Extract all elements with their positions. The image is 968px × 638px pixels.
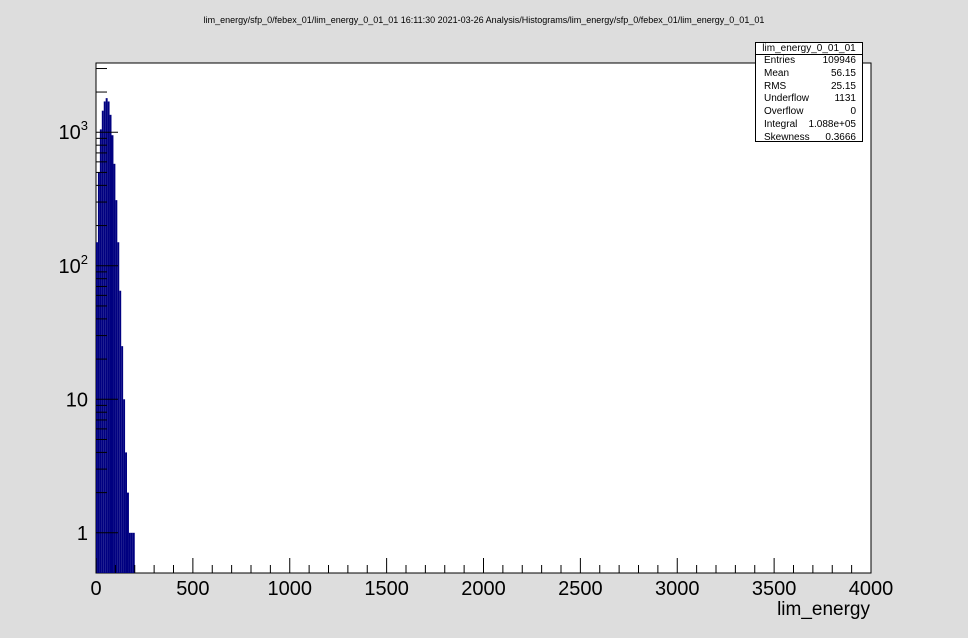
stats-label: Skewness <box>764 131 810 143</box>
stats-row-rms: RMS 25.15 <box>756 81 862 94</box>
histogram-bar <box>125 452 127 573</box>
x-tick-label: 500 <box>176 578 209 600</box>
stats-value: 0 <box>850 106 856 118</box>
y-tick-label: 10 <box>66 389 88 411</box>
histogram-bar <box>132 532 135 573</box>
stats-value: 1.088e+05 <box>808 118 856 130</box>
histogram-bar <box>99 129 102 573</box>
stats-label: Underflow <box>764 93 810 105</box>
stats-value: 56.15 <box>830 67 856 79</box>
x-tick-label: 1000 <box>268 578 313 600</box>
histogram-bar <box>119 290 122 573</box>
histogram-bar <box>117 242 120 573</box>
x-tick-label: 3500 <box>752 578 797 600</box>
stats-value: 25.15 <box>830 80 856 92</box>
stats-row-entries: Entries 109946 <box>756 55 862 68</box>
stats-value: 109946 <box>822 55 856 66</box>
x-tick-label: 2000 <box>461 578 506 600</box>
histogram-bar <box>121 346 124 573</box>
stats-row-underflow: Underflow 1131 <box>756 93 862 106</box>
histogram-bar <box>113 163 116 573</box>
stats-label: Integral <box>764 118 798 130</box>
y-tick-exponent: 2 <box>81 252 88 267</box>
histogram-bar <box>123 399 126 573</box>
stats-row-skewness: Skewness 0.3666 <box>756 132 862 145</box>
y-tick-label: 103 <box>59 118 88 144</box>
plot-frame <box>95 62 872 574</box>
stats-label: Overflow <box>764 106 804 118</box>
x-tick-label: 3000 <box>655 578 700 600</box>
stats-label: Mean <box>764 67 790 79</box>
histogram-bar <box>115 200 118 573</box>
canvas-title: lim_energy/sfp_0/febex_01/lim_energy_0_0… <box>203 15 765 25</box>
stats-label: RMS <box>764 80 787 92</box>
histogram-bar <box>101 110 104 573</box>
x-tick-label: 1500 <box>364 578 409 600</box>
y-tick-exponent: 3 <box>81 118 88 133</box>
stats-row-mean: Mean 56.15 <box>756 68 862 81</box>
x-tick-label: 4000 <box>849 578 894 600</box>
histogram-bar <box>109 114 112 573</box>
x-tick-label: 0 <box>90 578 101 600</box>
x-axis-title: lim_energy <box>777 599 870 620</box>
stats-row-overflow: Overflow 0 <box>756 106 862 119</box>
histogram-bar <box>130 532 133 573</box>
histogram-bar <box>103 101 106 574</box>
histogram-bar <box>128 532 131 573</box>
stats-label: Entries <box>764 55 796 66</box>
histogram-bar <box>127 492 129 573</box>
stats-title: lim_energy_0_01_01 <box>756 43 862 55</box>
histogram-bar <box>96 242 98 573</box>
stats-value: 1131 <box>834 93 856 105</box>
stats-value: 0.3666 <box>825 131 856 143</box>
histogram-bar <box>97 172 100 573</box>
y-axis-ticks: 1 10 102 103 <box>59 68 118 545</box>
y-tick-label: 1 <box>77 523 88 545</box>
x-axis-ticks: 0 500 1000 1500 2000 2500 3000 3500 4000 <box>90 558 893 600</box>
histogram-bar <box>111 135 114 573</box>
y-tick-label: 102 <box>59 252 88 278</box>
stats-row-integral: Integral 1.088e+05 <box>756 119 862 132</box>
x-tick-label: 2500 <box>558 578 603 600</box>
histogram-bar <box>107 101 110 574</box>
stats-box: lim_energy_0_01_01 Entries 109946 Mean 5… <box>755 42 863 145</box>
